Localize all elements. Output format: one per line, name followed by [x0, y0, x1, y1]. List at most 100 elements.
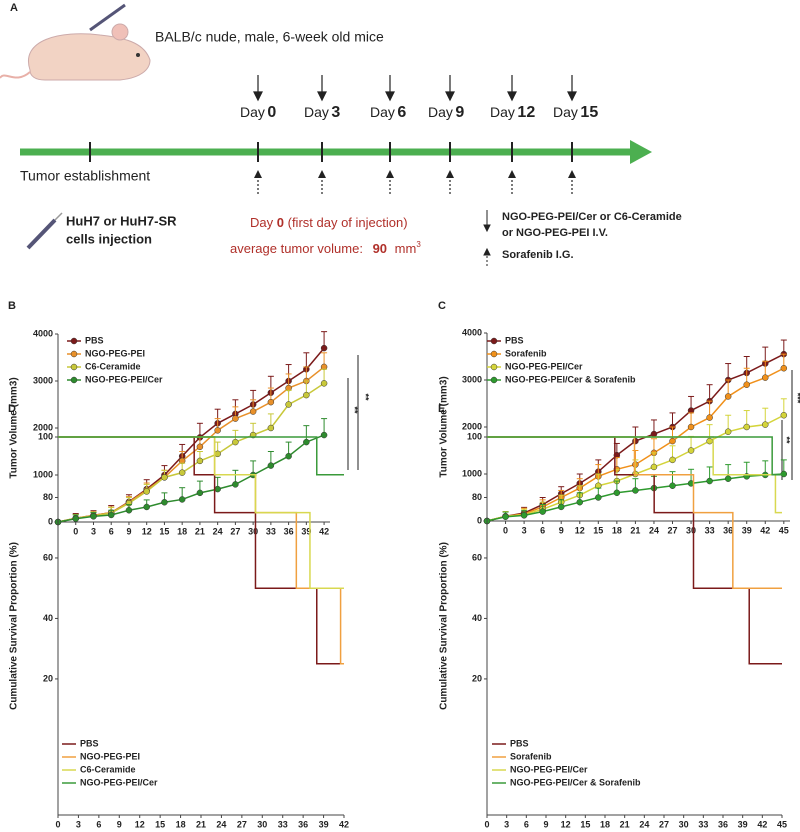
x-tick-label: 21: [620, 819, 630, 829]
key-arrows: [483, 210, 491, 268]
x-tick-label: 27: [237, 819, 247, 829]
data-point: [724, 393, 732, 400]
x-tick-label: 0: [484, 819, 489, 829]
x-tick-label: 12: [142, 526, 152, 536]
y-tick-label: 40: [43, 613, 53, 623]
y-tick-label: 0: [48, 516, 53, 526]
data-point: [539, 508, 546, 515]
x-tick-label: 27: [668, 525, 678, 535]
data-point: [632, 470, 639, 478]
data-point: [669, 456, 676, 464]
data-point: [780, 365, 788, 372]
y-tick-label: 100: [467, 431, 482, 441]
chart-panel: E Cumulative Survival Proportion (%) 20 40 6…: [438, 403, 787, 829]
injection-line: HuH7 or HuH7-SR: [66, 213, 177, 228]
y-axis-title: Tumor Volume (mm3): [439, 376, 450, 477]
data-point: [743, 381, 750, 388]
data-point: [706, 437, 713, 445]
data-point: [520, 512, 528, 519]
mouse-caption: BALB/c nude, male, 6-week old mice: [155, 29, 384, 45]
day-label: Day 15: [553, 104, 598, 122]
legend-marker: [70, 337, 78, 345]
y-tick-label: 4000: [33, 328, 53, 338]
legend-marker: [490, 363, 498, 371]
x-tick-label: 30: [679, 819, 689, 829]
legend-label: NGO-PEG-PEI/Cer & Sorafenib: [510, 777, 641, 787]
data-point: [267, 424, 275, 432]
legend-label: NGO-PEG-PEI: [85, 348, 145, 358]
syringe-icon: [26, 212, 63, 250]
data-point: [232, 438, 239, 446]
x-tick-label: 21: [630, 525, 640, 535]
day-label: Day 12: [490, 104, 535, 122]
x-tick-label: 3: [76, 819, 81, 829]
x-tick-label: 24: [213, 526, 223, 536]
survival-curve: [58, 436, 344, 476]
y-tick-label: 20: [43, 673, 53, 683]
x-tick-label: 9: [117, 819, 122, 829]
data-point: [650, 430, 658, 438]
x-tick-label: 3: [91, 526, 96, 536]
x-tick-label: 15: [580, 819, 590, 829]
legend-marker: [490, 376, 498, 384]
x-tick-label: 18: [600, 819, 610, 829]
data-point: [214, 450, 221, 458]
data-point: [214, 427, 221, 434]
data-point: [125, 507, 133, 514]
survival-curve: [487, 436, 782, 476]
y-tick-label: 100: [38, 431, 53, 441]
data-point: [687, 423, 695, 431]
x-tick-label: 30: [686, 525, 696, 535]
data-point: [161, 499, 168, 506]
y-tick-label: 80: [43, 492, 53, 502]
data-point: [706, 477, 713, 485]
x-tick-label: 36: [723, 525, 733, 535]
survival-curve: [58, 436, 344, 665]
legend-label: PBS: [80, 738, 99, 748]
panel-label: E: [438, 403, 445, 415]
x-tick-label: 27: [659, 819, 669, 829]
legend-marker: [490, 337, 498, 345]
x-tick-label: 36: [718, 819, 728, 829]
x-tick-label: 42: [319, 526, 329, 536]
data-point: [178, 496, 186, 503]
x-tick-label: 9: [543, 819, 548, 829]
y-tick-label: 3000: [33, 375, 53, 385]
y-axis-title: Tumor Volume (mm3): [9, 377, 20, 478]
x-tick-label: 24: [216, 819, 226, 829]
data-point: [780, 412, 788, 419]
x-tick-label: 42: [760, 525, 770, 535]
x-tick-label: 24: [649, 525, 659, 535]
data-point: [303, 438, 310, 446]
x-tick-label: 6: [524, 819, 529, 829]
x-tick-label: 3: [522, 525, 527, 535]
x-tick-label: 12: [561, 819, 571, 829]
data-point: [249, 408, 257, 415]
legend-marker: [70, 363, 78, 371]
y-axis-title: Cumulative Survival Proportion (%): [9, 542, 20, 710]
data-point: [576, 498, 584, 506]
survival-curve: [487, 436, 782, 589]
legend-label: Sorafenib: [510, 751, 552, 761]
y-tick-label: 60: [472, 552, 482, 562]
x-tick-label: 0: [503, 525, 508, 535]
x-tick-label: 24: [639, 819, 649, 829]
data-point: [724, 428, 732, 435]
y-tick-label: 60: [43, 552, 53, 562]
x-tick-label: 21: [196, 819, 206, 829]
survival-curve: [487, 436, 782, 665]
survival-curve: [58, 436, 344, 589]
y-tick-label: 0: [477, 515, 482, 525]
data-point: [320, 431, 328, 439]
data-point: [762, 421, 769, 428]
x-tick-label: 0: [55, 819, 60, 829]
data-point: [632, 487, 639, 494]
data-point: [303, 391, 310, 399]
data-point: [285, 401, 292, 408]
data-point: [161, 474, 168, 481]
x-tick-label: 27: [230, 526, 240, 536]
legend-label: NGO-PEG-PEI/Cer: [80, 777, 158, 787]
data-point: [143, 488, 150, 495]
x-tick-label: 15: [593, 525, 603, 535]
